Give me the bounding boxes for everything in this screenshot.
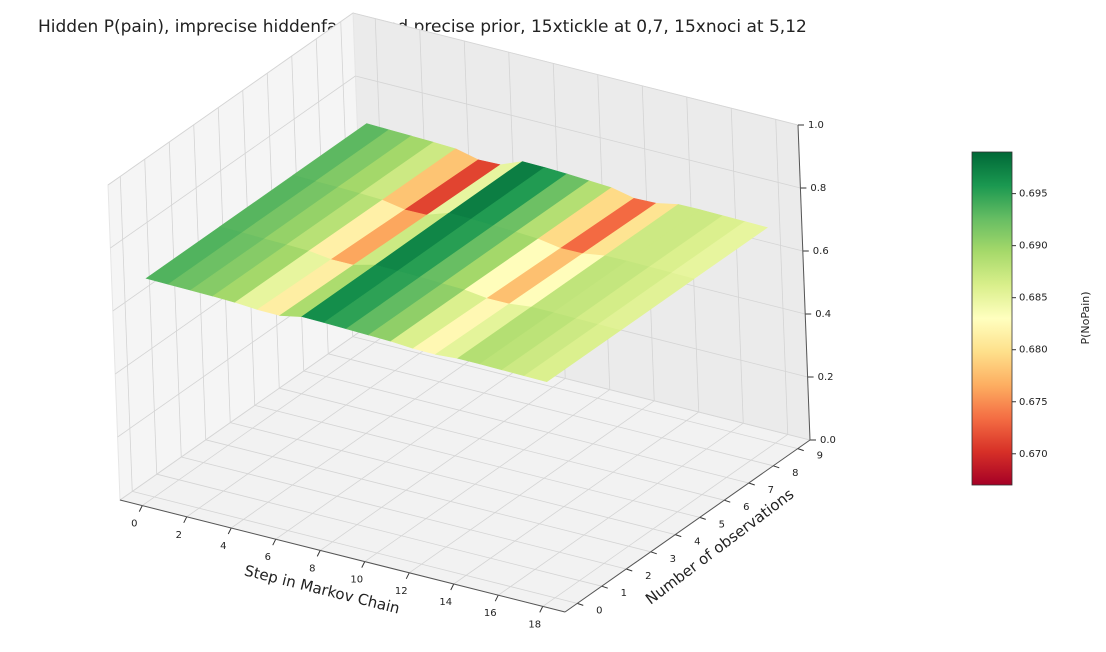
x-tick-label: 10: [350, 575, 363, 586]
tick-mark: [675, 534, 682, 538]
grid-line: [320, 378, 566, 551]
y-tick-label: 4: [694, 537, 700, 548]
colorbar-tick-label: 0.690: [1019, 241, 1048, 252]
colorbar-tick-label: 0.675: [1019, 397, 1048, 408]
y-tick-label: 3: [670, 554, 676, 565]
y-tick-label: 2: [645, 571, 651, 582]
grid-line: [168, 141, 182, 458]
x-tick-label: 8: [309, 563, 315, 574]
grid-line: [230, 422, 676, 535]
colorbar-label: P(NoPain): [1079, 291, 1092, 344]
tick-mark: [773, 465, 780, 469]
x-tick-label: 16: [484, 608, 497, 619]
tick-mark: [650, 551, 657, 555]
x-axis: [119, 499, 566, 613]
grid-line: [409, 400, 655, 574]
tick-mark: [577, 602, 584, 606]
z-tick-label: 0.4: [815, 309, 831, 320]
y-tick-label: 7: [768, 485, 774, 496]
x-tick-label: 14: [439, 597, 452, 608]
grid-line: [328, 353, 774, 467]
x-tick-label: 0: [131, 519, 137, 530]
y-tick-label: 6: [743, 502, 749, 513]
tick-mark: [601, 585, 608, 589]
tick-mark: [494, 594, 499, 602]
tick-mark: [272, 538, 277, 546]
colorbar-tick-label: 0.670: [1019, 449, 1048, 460]
tick-mark: [405, 572, 410, 580]
surface-patch: [523, 324, 621, 383]
grid-line: [107, 12, 354, 186]
grid-line: [730, 108, 744, 424]
grid-line: [231, 355, 477, 529]
grid-line: [119, 327, 366, 501]
grid-line: [279, 387, 725, 501]
x-tick-label: 2: [176, 530, 182, 541]
grid-line: [110, 75, 356, 249]
grid-line: [775, 119, 789, 435]
grid-line: [144, 159, 158, 475]
grid-line: [453, 411, 699, 585]
grid-line: [132, 491, 578, 604]
y-tick-label: 0: [596, 605, 602, 616]
z-tick-label: 0.8: [810, 183, 826, 194]
tick-mark: [361, 561, 366, 568]
tick-mark: [748, 482, 755, 486]
x-axis-label: Step in Markov Chain: [243, 561, 402, 617]
grid-line: [498, 422, 744, 596]
y-tick-label: 9: [817, 451, 823, 462]
y-tick-label: 5: [719, 519, 725, 530]
x-tick-label: 18: [528, 619, 541, 630]
colorbar: [971, 151, 1013, 486]
grid-line: [364, 389, 610, 562]
tick-mark: [724, 499, 731, 503]
x-tick-label: 4: [220, 541, 226, 552]
grid-line: [355, 75, 801, 189]
z-tick-label: 0.6: [813, 246, 829, 257]
tick-mark: [227, 527, 232, 535]
z-tick-label: 1.0: [808, 120, 824, 131]
x-tick-label: 12: [395, 586, 408, 597]
grid-line: [275, 366, 521, 540]
grid-line: [352, 12, 799, 126]
chart-title: Hidden P(pain), imprecise hiddenfactor a…: [38, 17, 807, 37]
tick-mark: [699, 516, 706, 520]
grid-line: [542, 434, 788, 607]
tick-mark: [626, 568, 633, 572]
grid-line: [205, 439, 651, 553]
tick-mark: [450, 583, 455, 591]
grid-line: [142, 333, 388, 506]
colorbar-tick-label: 0.680: [1019, 345, 1048, 356]
colorbar-tick-label: 0.695: [1019, 189, 1048, 200]
z-axis: [797, 124, 811, 441]
z-tick-label: 0.2: [818, 372, 834, 383]
tick-mark: [316, 550, 321, 557]
grid-line: [119, 176, 133, 492]
tick-mark: [138, 505, 143, 512]
tick-mark: [797, 448, 804, 452]
grid-line: [254, 405, 700, 518]
grid-line: [181, 456, 627, 570]
grid-line: [303, 370, 749, 484]
y-axis: [564, 439, 811, 613]
grid-line: [352, 336, 798, 449]
x-tick-label: 6: [265, 552, 271, 563]
y-tick-label: 1: [621, 588, 627, 599]
tick-mark: [539, 606, 544, 613]
colorbar-tick-label: 0.685: [1019, 293, 1048, 304]
z-tick-label: 0.0: [820, 435, 836, 446]
tick-mark: [183, 516, 188, 524]
grid-line: [156, 473, 602, 587]
y-tick-label: 8: [792, 468, 798, 479]
grid-line: [186, 344, 432, 518]
